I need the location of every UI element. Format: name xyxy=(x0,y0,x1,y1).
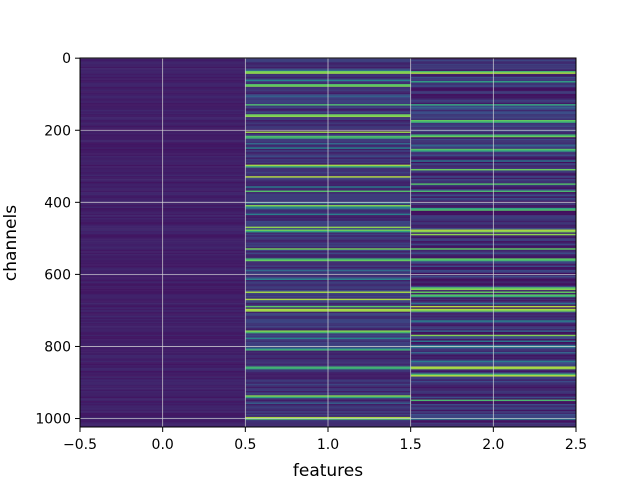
y-tick-label: 400 xyxy=(44,195,71,211)
x-axis: −0.5 0.0 0.5 1.0 1.5 2.0 2.5 xyxy=(63,427,587,453)
y-tick-label: 0 xyxy=(62,51,71,67)
y-tick-label: 800 xyxy=(44,339,71,355)
x-tick-label: 0.5 xyxy=(234,437,256,453)
x-tick-label: 2.5 xyxy=(565,437,587,453)
x-tick-label: 0.0 xyxy=(152,437,174,453)
x-tick-label: 2.0 xyxy=(482,437,504,453)
y-axis-label: channels xyxy=(1,205,21,281)
x-tick-label: 1.0 xyxy=(317,437,339,453)
x-tick-label: 1.5 xyxy=(400,437,422,453)
y-tick-label: 600 xyxy=(44,267,71,283)
y-axis: 0 200 400 600 800 1000 xyxy=(35,51,80,428)
y-tick-label: 200 xyxy=(44,123,71,139)
x-axis-label: features xyxy=(293,461,363,480)
x-tick-label: −0.5 xyxy=(63,437,97,453)
y-tick-label: 1000 xyxy=(35,412,71,428)
